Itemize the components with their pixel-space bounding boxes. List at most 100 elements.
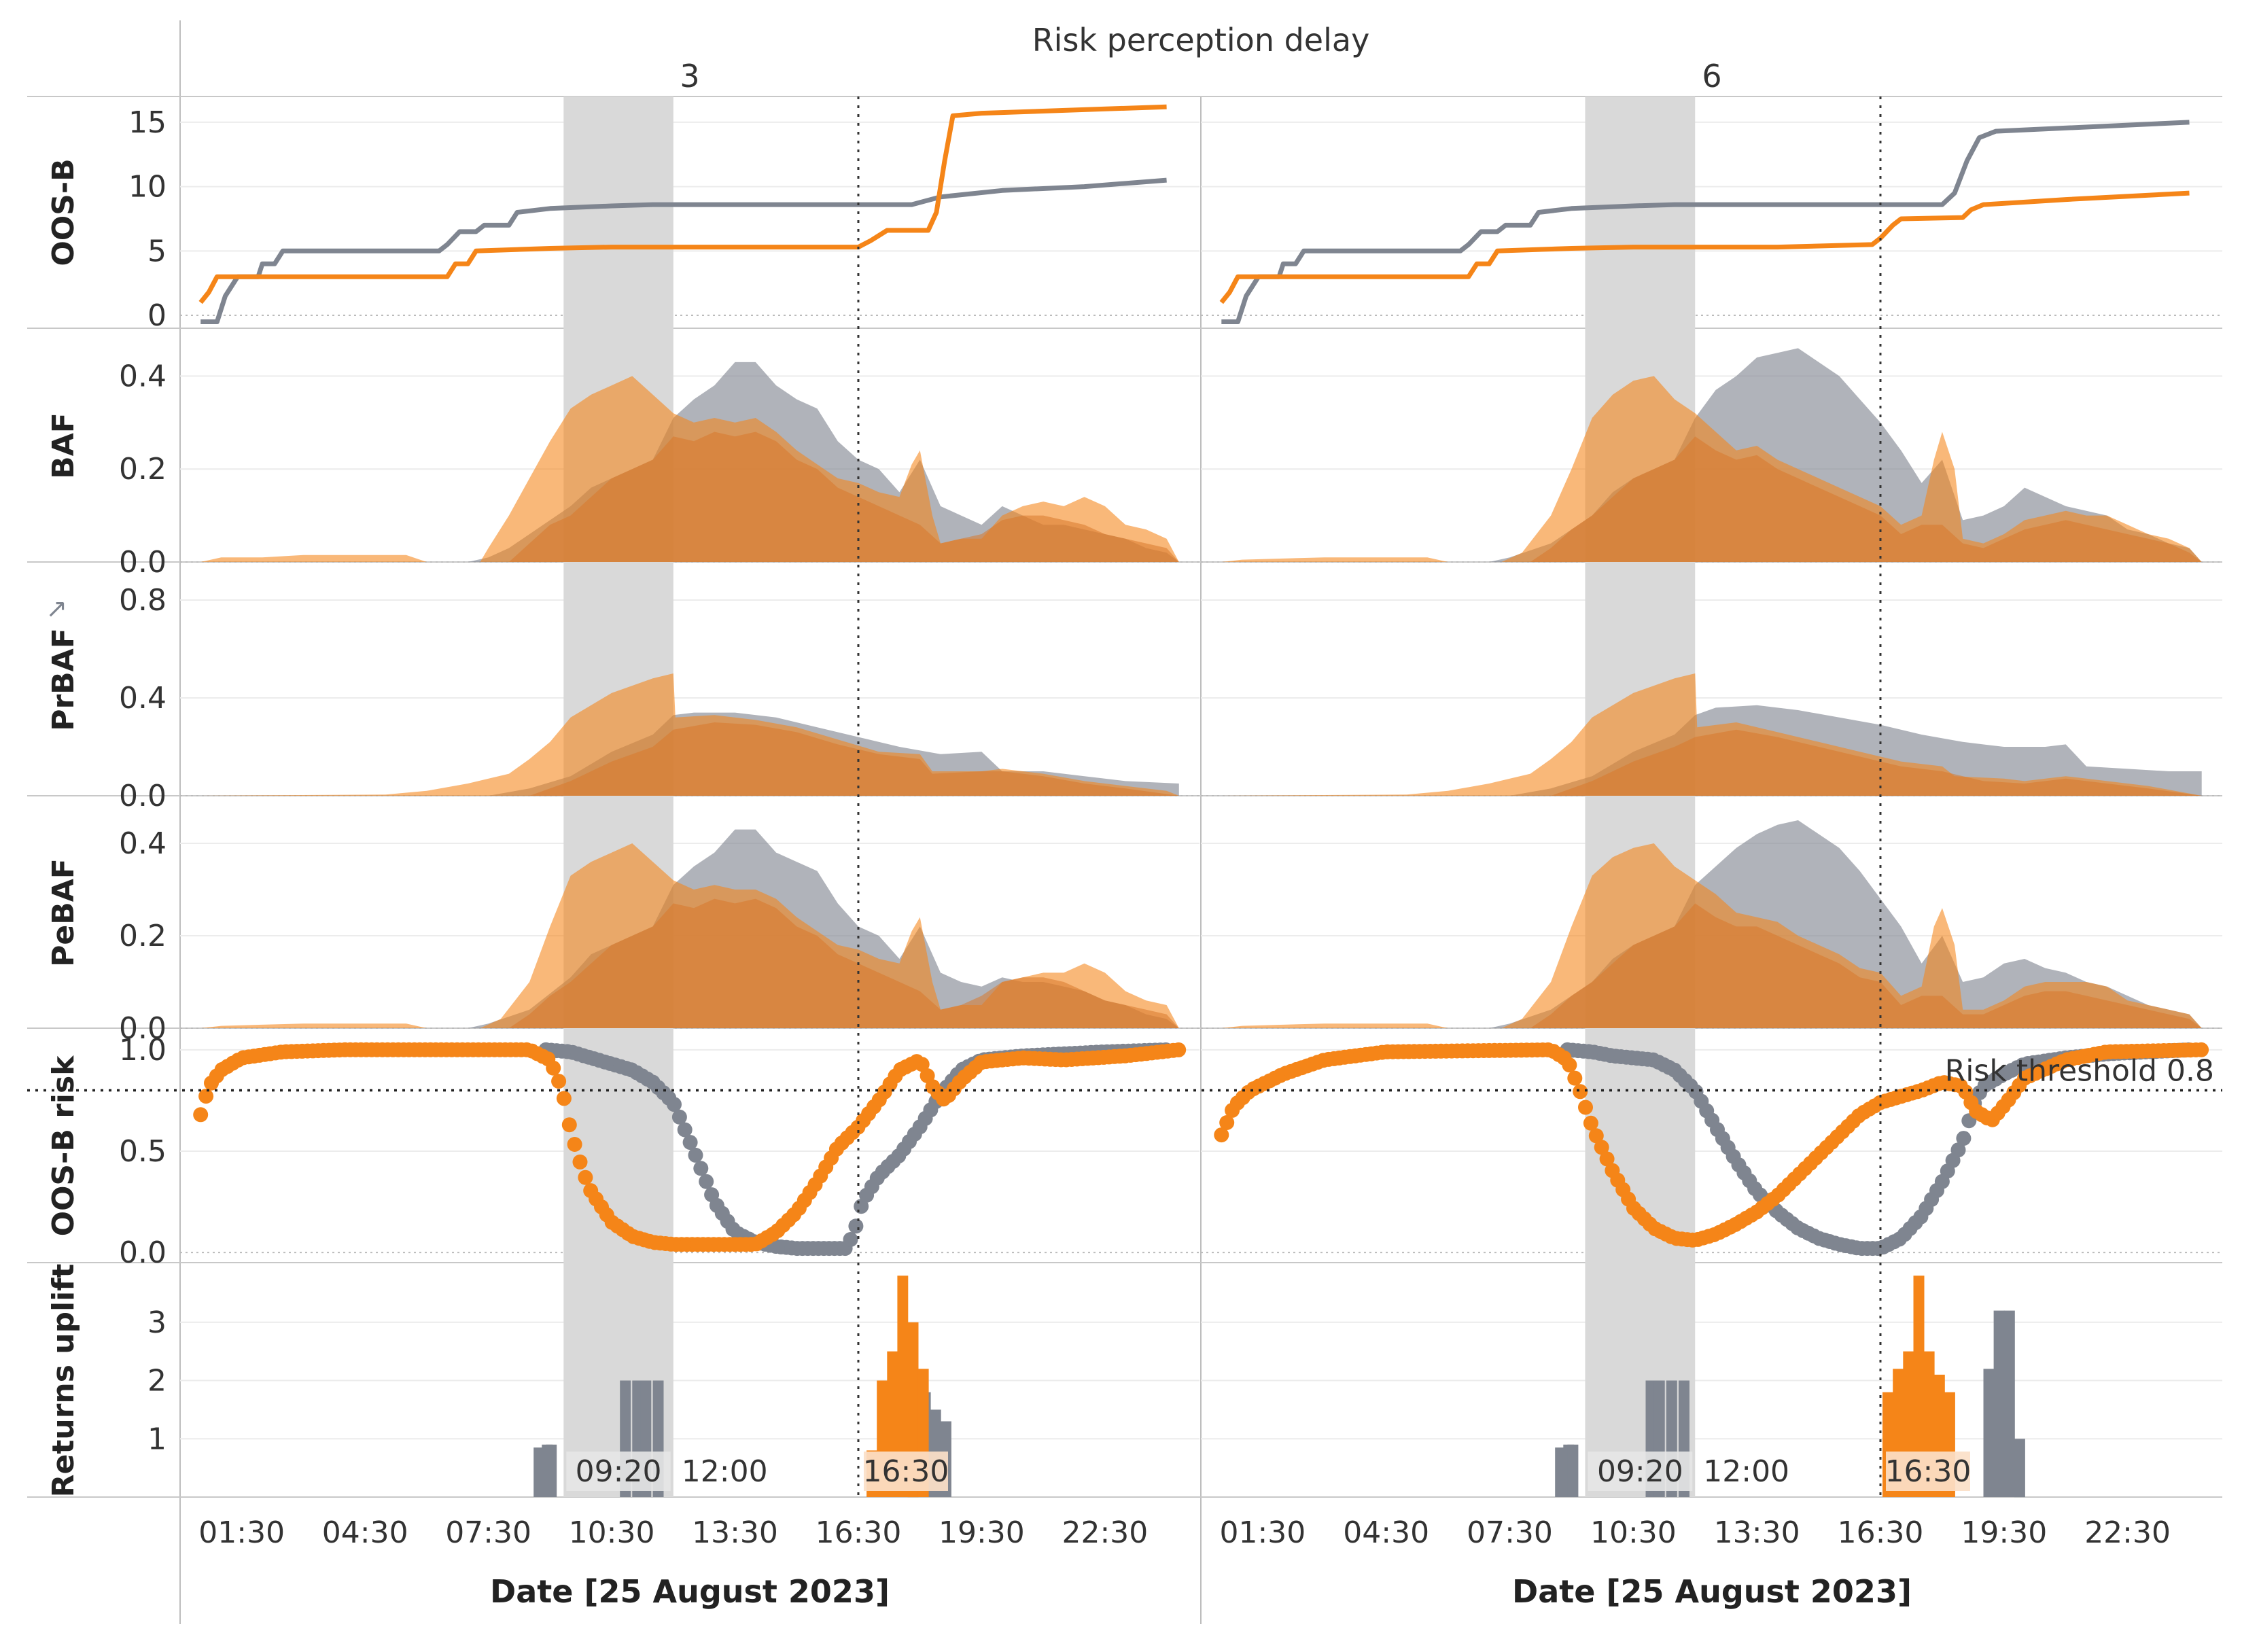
shaded-interval (563, 96, 673, 1497)
row-label-prbaf: PrBAF (46, 628, 81, 731)
returns-bar-grey (1555, 1447, 1566, 1497)
x-tick-label: 10:30 (1590, 1515, 1677, 1550)
x-tick-label: 19:30 (1961, 1515, 2047, 1550)
pebaf-area-orange-lower (1221, 903, 2202, 1028)
x-axis-title-6: Date [25 August 2023] (1512, 1573, 1912, 1610)
risk-point-grey (1956, 1131, 1972, 1146)
x-tick-label: 01:30 (198, 1515, 285, 1550)
risk-point-grey (699, 1174, 714, 1189)
y-tick-risk: 0.0 (119, 1235, 167, 1270)
y-tick-prbaf: 0.4 (119, 681, 167, 716)
x-tick-label: 04:30 (1343, 1515, 1429, 1550)
y-tick-baf: 0.4 (119, 359, 167, 393)
baf-area-orange-lower (200, 432, 1179, 562)
x-tick-label: 16:30 (1838, 1515, 1924, 1550)
risk-point-grey (677, 1122, 693, 1138)
event-label-bg (863, 1452, 948, 1491)
x-tick-label: 16:30 (816, 1515, 902, 1550)
returns-bar-grey (2014, 1439, 2025, 1498)
oosb-line-orange (1219, 190, 2190, 304)
risk-point-orange (193, 1107, 209, 1123)
x-tick-label: 22:30 (2084, 1515, 2171, 1550)
returns-bar-grey (2003, 1310, 2015, 1497)
y-tick-oosb: 5 (147, 234, 167, 268)
risk-point-orange (1562, 1057, 1577, 1073)
event-time-label: 16:30 (1885, 1454, 1972, 1489)
risk-point-orange (1583, 1115, 1598, 1131)
returns-bar-grey (1993, 1310, 2005, 1497)
x-tick-label: 07:30 (1467, 1515, 1553, 1550)
shade-start-label: 09:20 (1597, 1454, 1683, 1489)
y-tick-returns: 1 (147, 1422, 167, 1456)
risk-point-grey (688, 1147, 703, 1163)
x-tick-label: 04:30 (322, 1515, 408, 1550)
y-tick-oosb: 10 (128, 170, 167, 205)
y-tick-oosb: 0 (147, 298, 167, 333)
risk-point-orange (1594, 1140, 1609, 1155)
start-label-bg (1588, 1452, 1693, 1491)
row-label-baf: BAF (46, 412, 81, 479)
x-tick-label: 13:30 (692, 1515, 778, 1550)
x-tick-label: 22:30 (1062, 1515, 1148, 1550)
risk-point-orange (551, 1074, 567, 1089)
row-label-returns: Returns uplift (46, 1264, 81, 1498)
y-tick-prbaf: 0.0 (119, 779, 167, 813)
y-tick-risk: 1.0 (119, 1033, 167, 1068)
returns-bar-grey (1567, 1444, 1579, 1497)
baf-area-orange-lower (1221, 436, 2202, 562)
y-tick-risk: 0.5 (119, 1134, 167, 1169)
risk-point-orange (198, 1089, 214, 1104)
panel-3: 09:20 12:00 16:30 01:30 04:30 07:30 10:30 13:30… (193, 96, 1187, 1550)
shade-start-label: 09:20 (576, 1454, 662, 1489)
returns-bar-orange (897, 1276, 909, 1497)
row-label-oosb: OOS-B (46, 158, 81, 266)
x-tick-label: 07:30 (445, 1515, 531, 1550)
x-tick-label: 13:30 (1714, 1515, 1800, 1550)
y-tick-baf: 0.2 (119, 452, 167, 487)
risk-point-grey (682, 1135, 698, 1150)
risk-point-orange (1214, 1127, 1229, 1143)
event-time-label: 16:30 (863, 1454, 949, 1489)
risk-point-orange (2194, 1042, 2209, 1057)
risk-point-grey (1950, 1142, 1966, 1158)
x-tick-label: 10:30 (569, 1515, 655, 1550)
returns-bar-grey (1983, 1369, 1995, 1497)
prbaf-area-orange-lower (1221, 729, 2202, 796)
chart-marks: OOS-B BAF PrBAF→ PeBAF OOS-B risk Returns upl… (27, 20, 2222, 1624)
event-label-bg (1885, 1452, 1970, 1491)
risk-point-orange (1171, 1042, 1187, 1057)
risk-point-grey (671, 1109, 687, 1125)
risk-point-orange (1573, 1084, 1588, 1100)
risk-point-orange (1219, 1115, 1235, 1130)
risk-point-orange (556, 1091, 572, 1106)
returns-bar-grey (546, 1444, 557, 1497)
y-tick-returns: 2 (147, 1364, 167, 1399)
risk-point-orange (578, 1170, 593, 1185)
column-header-title: Risk perception delay (1032, 22, 1370, 58)
row-label-risk: OOS-B risk (46, 1055, 81, 1237)
shade-end-label: 12:00 (682, 1454, 768, 1489)
panel-6: 09:20 12:00 16:30 01:30 04:30 07:30 10:30 13:30… (1214, 96, 2209, 1550)
risk-point-grey (693, 1161, 709, 1176)
risk-threshold-label: Risk threshold 0.8 (1945, 1053, 2214, 1088)
shaded-interval (1585, 96, 1696, 1497)
risk-point-orange (1588, 1128, 1604, 1144)
returns-bar-grey (533, 1447, 545, 1497)
pin-icon: → (38, 591, 75, 627)
risk-point-orange (1599, 1151, 1615, 1167)
y-tick-pebaf: 0.2 (119, 919, 167, 953)
y-tick-baf: 0.0 (119, 545, 167, 580)
x-axis-title-3: Date [25 August 2023] (490, 1573, 890, 1610)
returns-bar-orange (1913, 1276, 1925, 1497)
oosb-line-grey (1221, 120, 2190, 324)
risk-point-grey (848, 1218, 864, 1234)
risk-point-orange (1567, 1070, 1583, 1086)
x-tick-label: 19:30 (939, 1515, 1025, 1550)
row-label-pebaf: PeBAF (46, 858, 81, 967)
chart-frame: Risk perception delay 3 6 Date [25 Augus… (490, 22, 1912, 1610)
y-tick-pebaf: 0.0 (119, 1011, 167, 1046)
risk-point-orange (567, 1137, 582, 1152)
risk-point-orange (914, 1057, 930, 1072)
x-tick-label: 01:30 (1219, 1515, 1306, 1550)
